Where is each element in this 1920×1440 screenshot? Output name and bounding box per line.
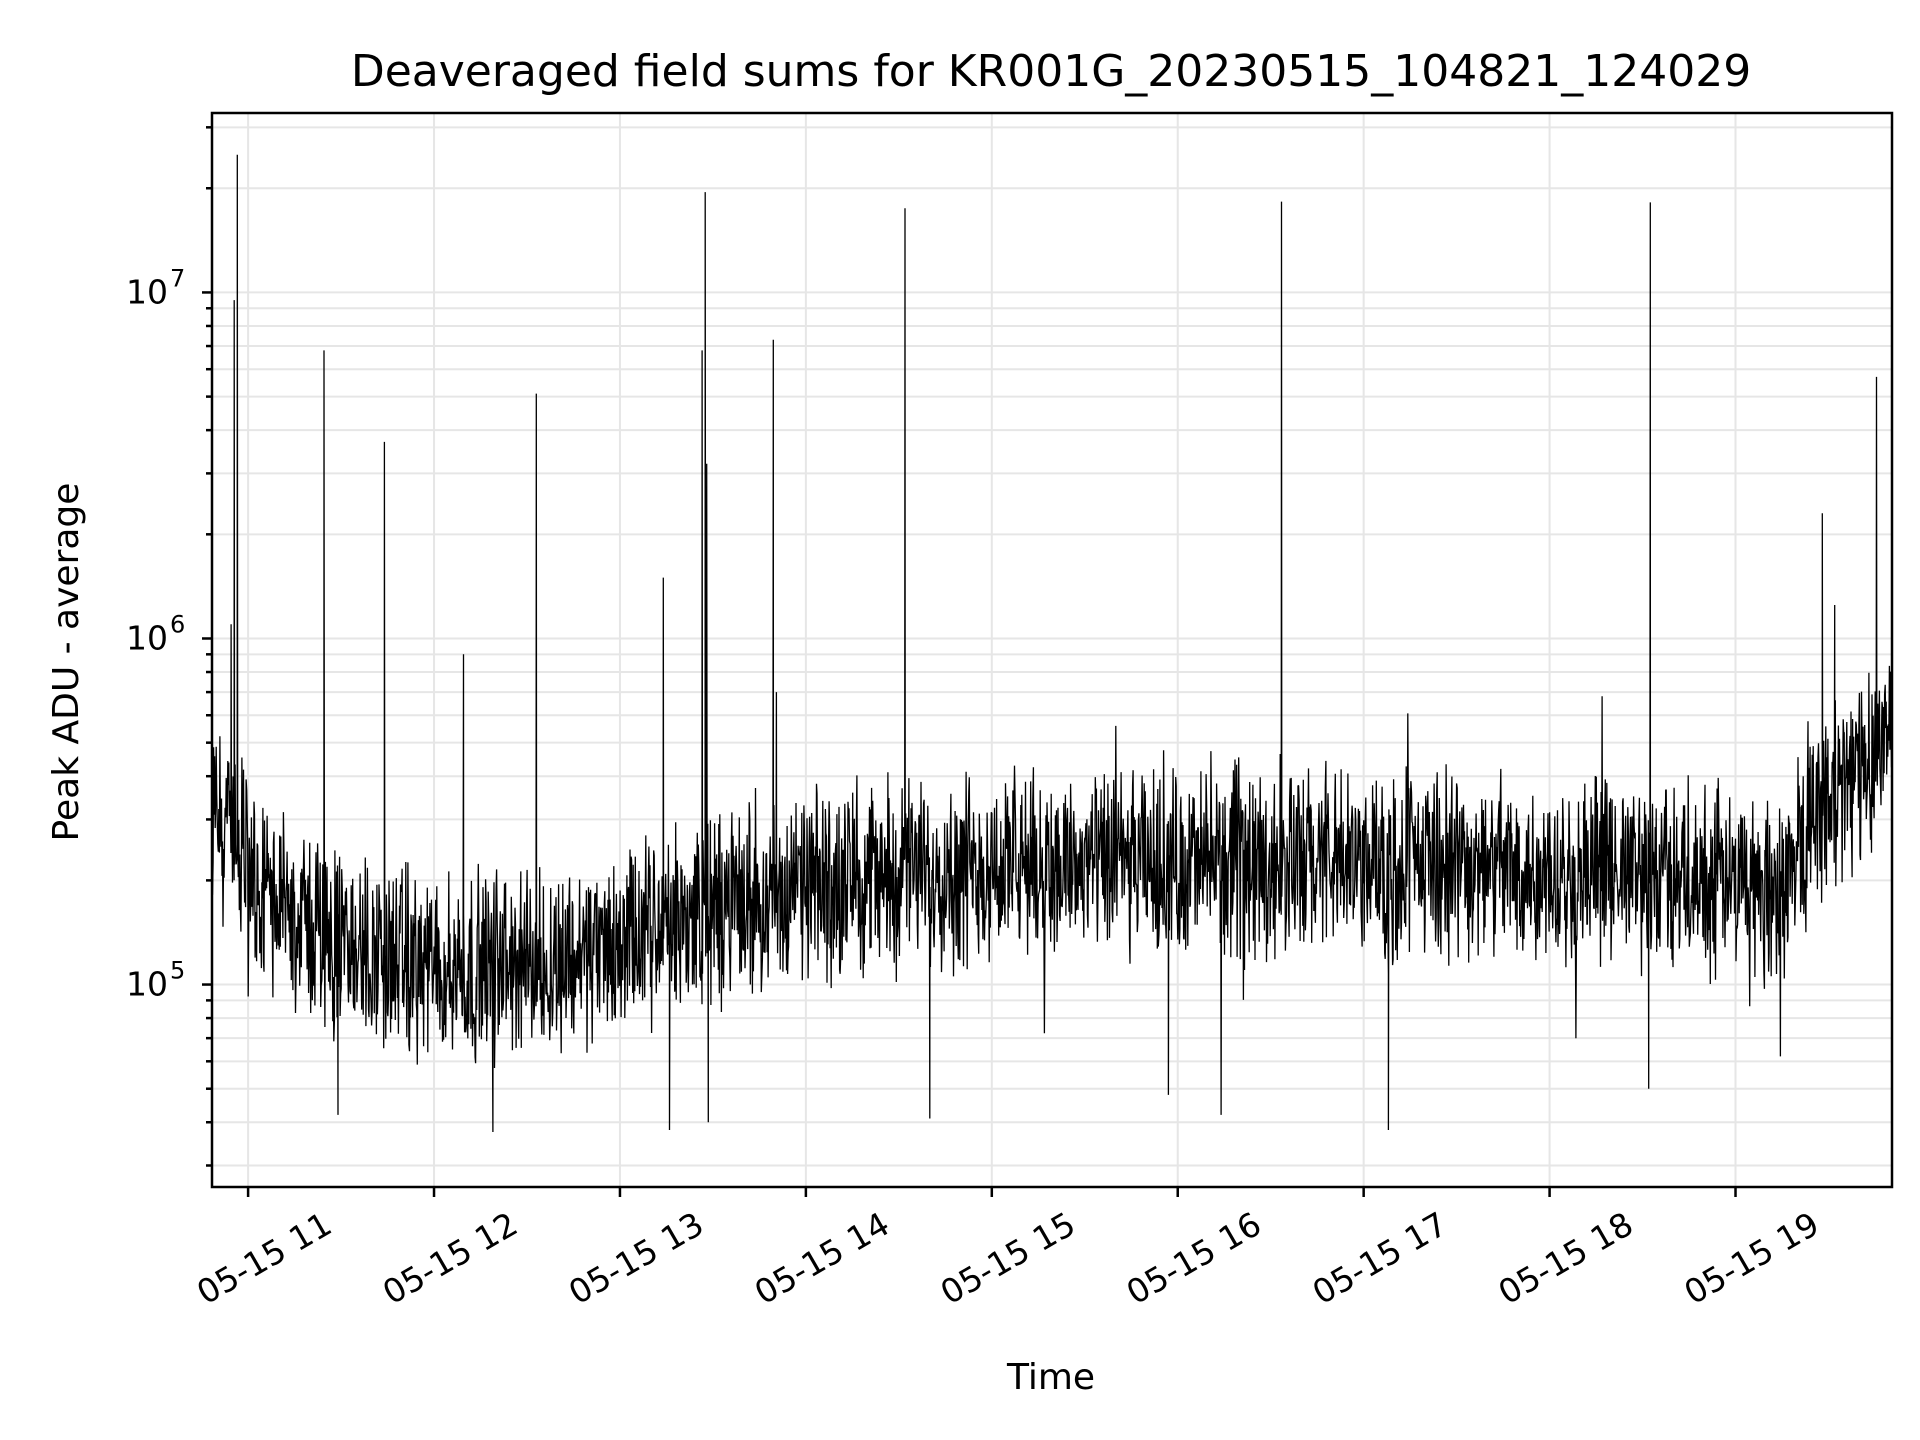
x-axis-label: Time <box>1006 1357 1095 1398</box>
data-series-line <box>212 154 1892 1133</box>
y-tick-label: 10 <box>126 618 168 657</box>
y-tick-label: 10 <box>126 272 168 311</box>
y-axis-label: Peak ADU - average <box>46 483 87 842</box>
y-tick-label: 10 <box>126 965 168 1004</box>
chart-title: Deaveraged field sums for KR001G_2023051… <box>351 46 1751 97</box>
y-tick-exponent: 7 <box>170 264 185 292</box>
plot-frame <box>210 111 1894 1189</box>
y-tick-exponent: 6 <box>170 610 185 638</box>
y-tick-exponent: 5 <box>170 957 185 985</box>
